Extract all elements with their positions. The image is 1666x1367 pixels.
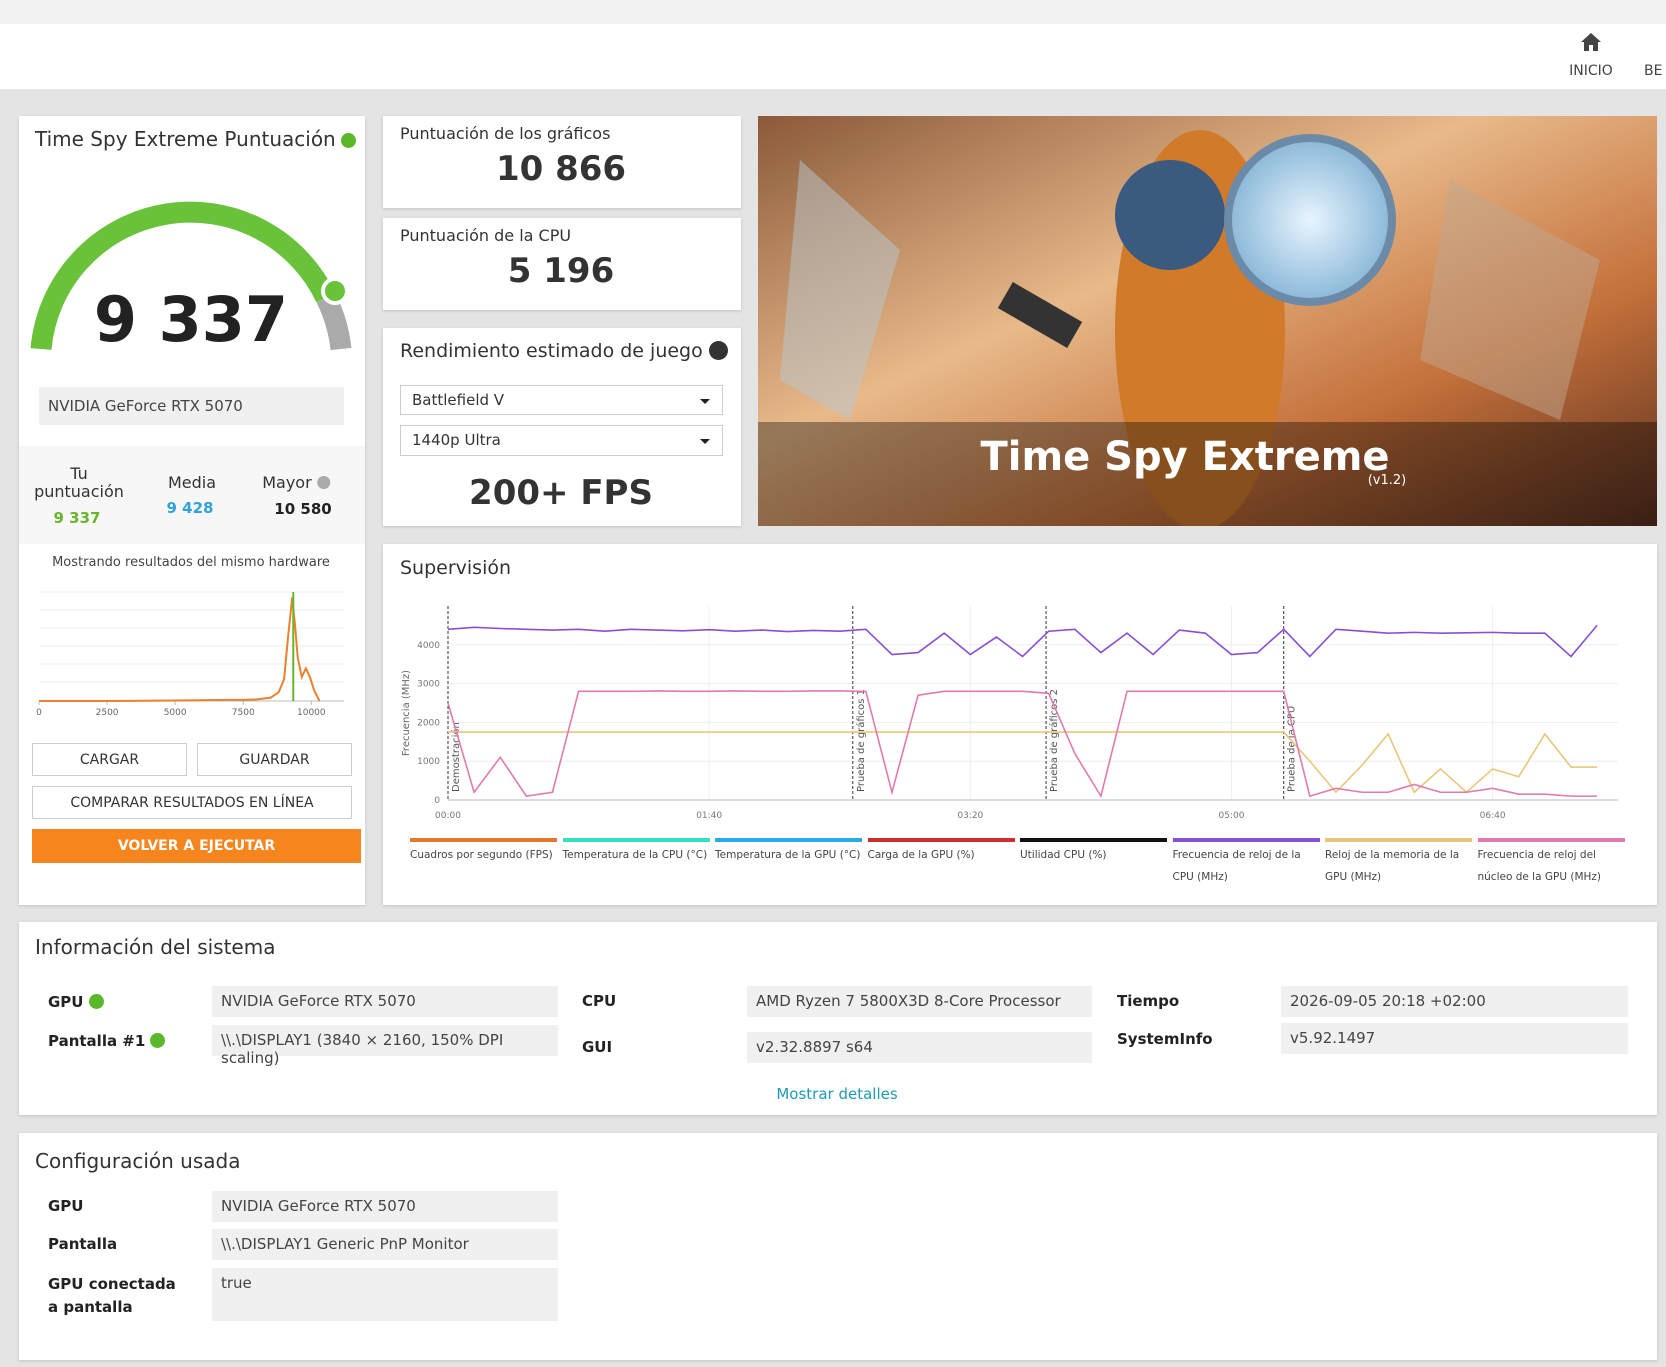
game-select[interactable]: Battlefield V	[400, 385, 723, 415]
cpu-label: Puntuación de la CPU	[400, 226, 572, 245]
ok-icon	[150, 1033, 166, 1048]
legend-label[interactable]: Cuadros por segundo (FPS)	[410, 849, 553, 861]
stat-label: Mayor	[262, 473, 330, 492]
legend-swatch	[562, 838, 710, 842]
row-label: GPU conectada a pantalla	[48, 1275, 176, 1316]
header: INICIO BE	[0, 24, 1666, 89]
monitoring-title: Supervisión	[400, 557, 512, 579]
banner-title: Time Spy Extreme	[980, 434, 1389, 480]
system-info-title: Información del sistema	[35, 935, 276, 959]
info-icon[interactable]	[708, 341, 728, 360]
top-strip	[0, 0, 1666, 24]
fps: 200+ FPS	[469, 473, 653, 513]
row-label: GUI	[582, 1038, 613, 1056]
row-label: SystemInfo	[1117, 1030, 1213, 1048]
config-title: Configuración usada	[35, 1149, 241, 1173]
row-value: true	[212, 1268, 558, 1321]
legend-label[interactable]: Utilidad CPU (%)	[1020, 849, 1107, 861]
game-perf-title: Rendimiento estimado de juego	[400, 340, 728, 362]
legend-label[interactable]: Reloj de la memoria de la GPU (MHz)	[1325, 849, 1460, 883]
row-label: Pantalla #1	[48, 1032, 166, 1050]
legend-swatch	[1172, 838, 1320, 842]
row-value: \\.\DISPLAY1 (3840 × 2160, 150% DPI scal…	[212, 1025, 558, 1067]
row-label: GPU	[48, 993, 104, 1011]
ok-icon	[340, 133, 356, 148]
legend-swatch	[410, 838, 557, 842]
system-info-card	[19, 922, 1657, 1115]
nav-item[interactable]: INICIO	[1569, 63, 1613, 79]
legend-swatch	[1477, 838, 1625, 842]
graphics-label: Puntuación de los gráficos	[400, 124, 611, 143]
score: 9 337	[93, 283, 289, 356]
legend-swatch	[1020, 838, 1167, 842]
stats-row	[19, 446, 365, 544]
row-label: GPU	[48, 1197, 84, 1215]
stat-label-text: Mayor	[262, 473, 312, 492]
legend-swatch	[715, 838, 862, 842]
graphics-value: 10 866	[495, 149, 627, 189]
cpu-value: 5 196	[507, 251, 615, 291]
row-label: CPU	[582, 992, 617, 1010]
score-title: Time Spy Extreme Puntuación	[35, 127, 356, 151]
row-value: v5.92.1497	[1281, 1023, 1628, 1054]
legend-label[interactable]: Temperatura de la GPU (°C)	[715, 849, 861, 861]
row-value: AMD Ryzen 7 5800X3D 8-Core Processor	[747, 986, 1092, 1017]
banner-version: (v1.2)	[1368, 473, 1407, 488]
score-title-text: Time Spy Extreme Puntuación	[35, 127, 336, 151]
legend-label[interactable]: Frecuencia de reloj de la CPU (MHz)	[1172, 849, 1301, 883]
stat-value: 9 428	[166, 499, 214, 517]
ok-icon	[88, 994, 104, 1009]
stat-value: 10 580	[274, 500, 332, 518]
save-button[interactable]: GUARDAR	[197, 743, 352, 776]
distribution-note: Mostrando resultados del mismo hardware	[52, 555, 330, 570]
legend-label[interactable]: Temperatura de la CPU (°C)	[562, 849, 708, 861]
load-button[interactable]: CARGAR	[32, 743, 187, 776]
nav-item[interactable]: BE	[1644, 63, 1663, 79]
cpu-score-card	[383, 218, 741, 310]
row-label: Tiempo	[1117, 992, 1180, 1010]
gpu-name: NVIDIA GeForce RTX 5070	[39, 387, 344, 425]
row-label-text: Pantalla #1	[48, 1032, 146, 1050]
row-value: NVIDIA GeForce RTX 5070	[212, 986, 558, 1017]
legend-label[interactable]: Carga de la GPU (%)	[867, 849, 975, 861]
compare-button[interactable]: COMPARAR RESULTADOS EN LÍNEA	[32, 786, 352, 819]
stat-label: Tu puntuación	[34, 464, 124, 501]
home-icon[interactable]	[1580, 32, 1602, 52]
banner-image	[758, 116, 1657, 526]
row-value: \\.\DISPLAY1 Generic PnP Monitor	[212, 1229, 558, 1260]
row-label-text: GPU	[48, 993, 84, 1011]
legend-swatch	[1325, 838, 1472, 842]
row-label: Pantalla	[48, 1235, 118, 1253]
rerun-button[interactable]: VOLVER A EJECUTAR	[32, 829, 361, 863]
legend-label[interactable]: Frecuencia de reloj del núcleo de la GPU…	[1477, 849, 1602, 883]
row-value: 2026-09-05 20:18 +02:00	[1281, 986, 1628, 1017]
legend-swatch	[867, 838, 1015, 842]
info-icon[interactable]	[316, 476, 330, 489]
graphics-score-card	[383, 116, 741, 208]
preset-select[interactable]: 1440p Ultra	[400, 425, 723, 456]
details-link[interactable]: Mostrar detalles	[776, 1085, 898, 1103]
stat-label: Media	[167, 473, 217, 492]
stat-value: 9 337	[53, 509, 101, 527]
row-value: v2.32.8897 s64	[747, 1032, 1092, 1063]
row-value: NVIDIA GeForce RTX 5070	[212, 1191, 558, 1222]
game-perf-title-text: Rendimiento estimado de juego	[400, 340, 703, 362]
